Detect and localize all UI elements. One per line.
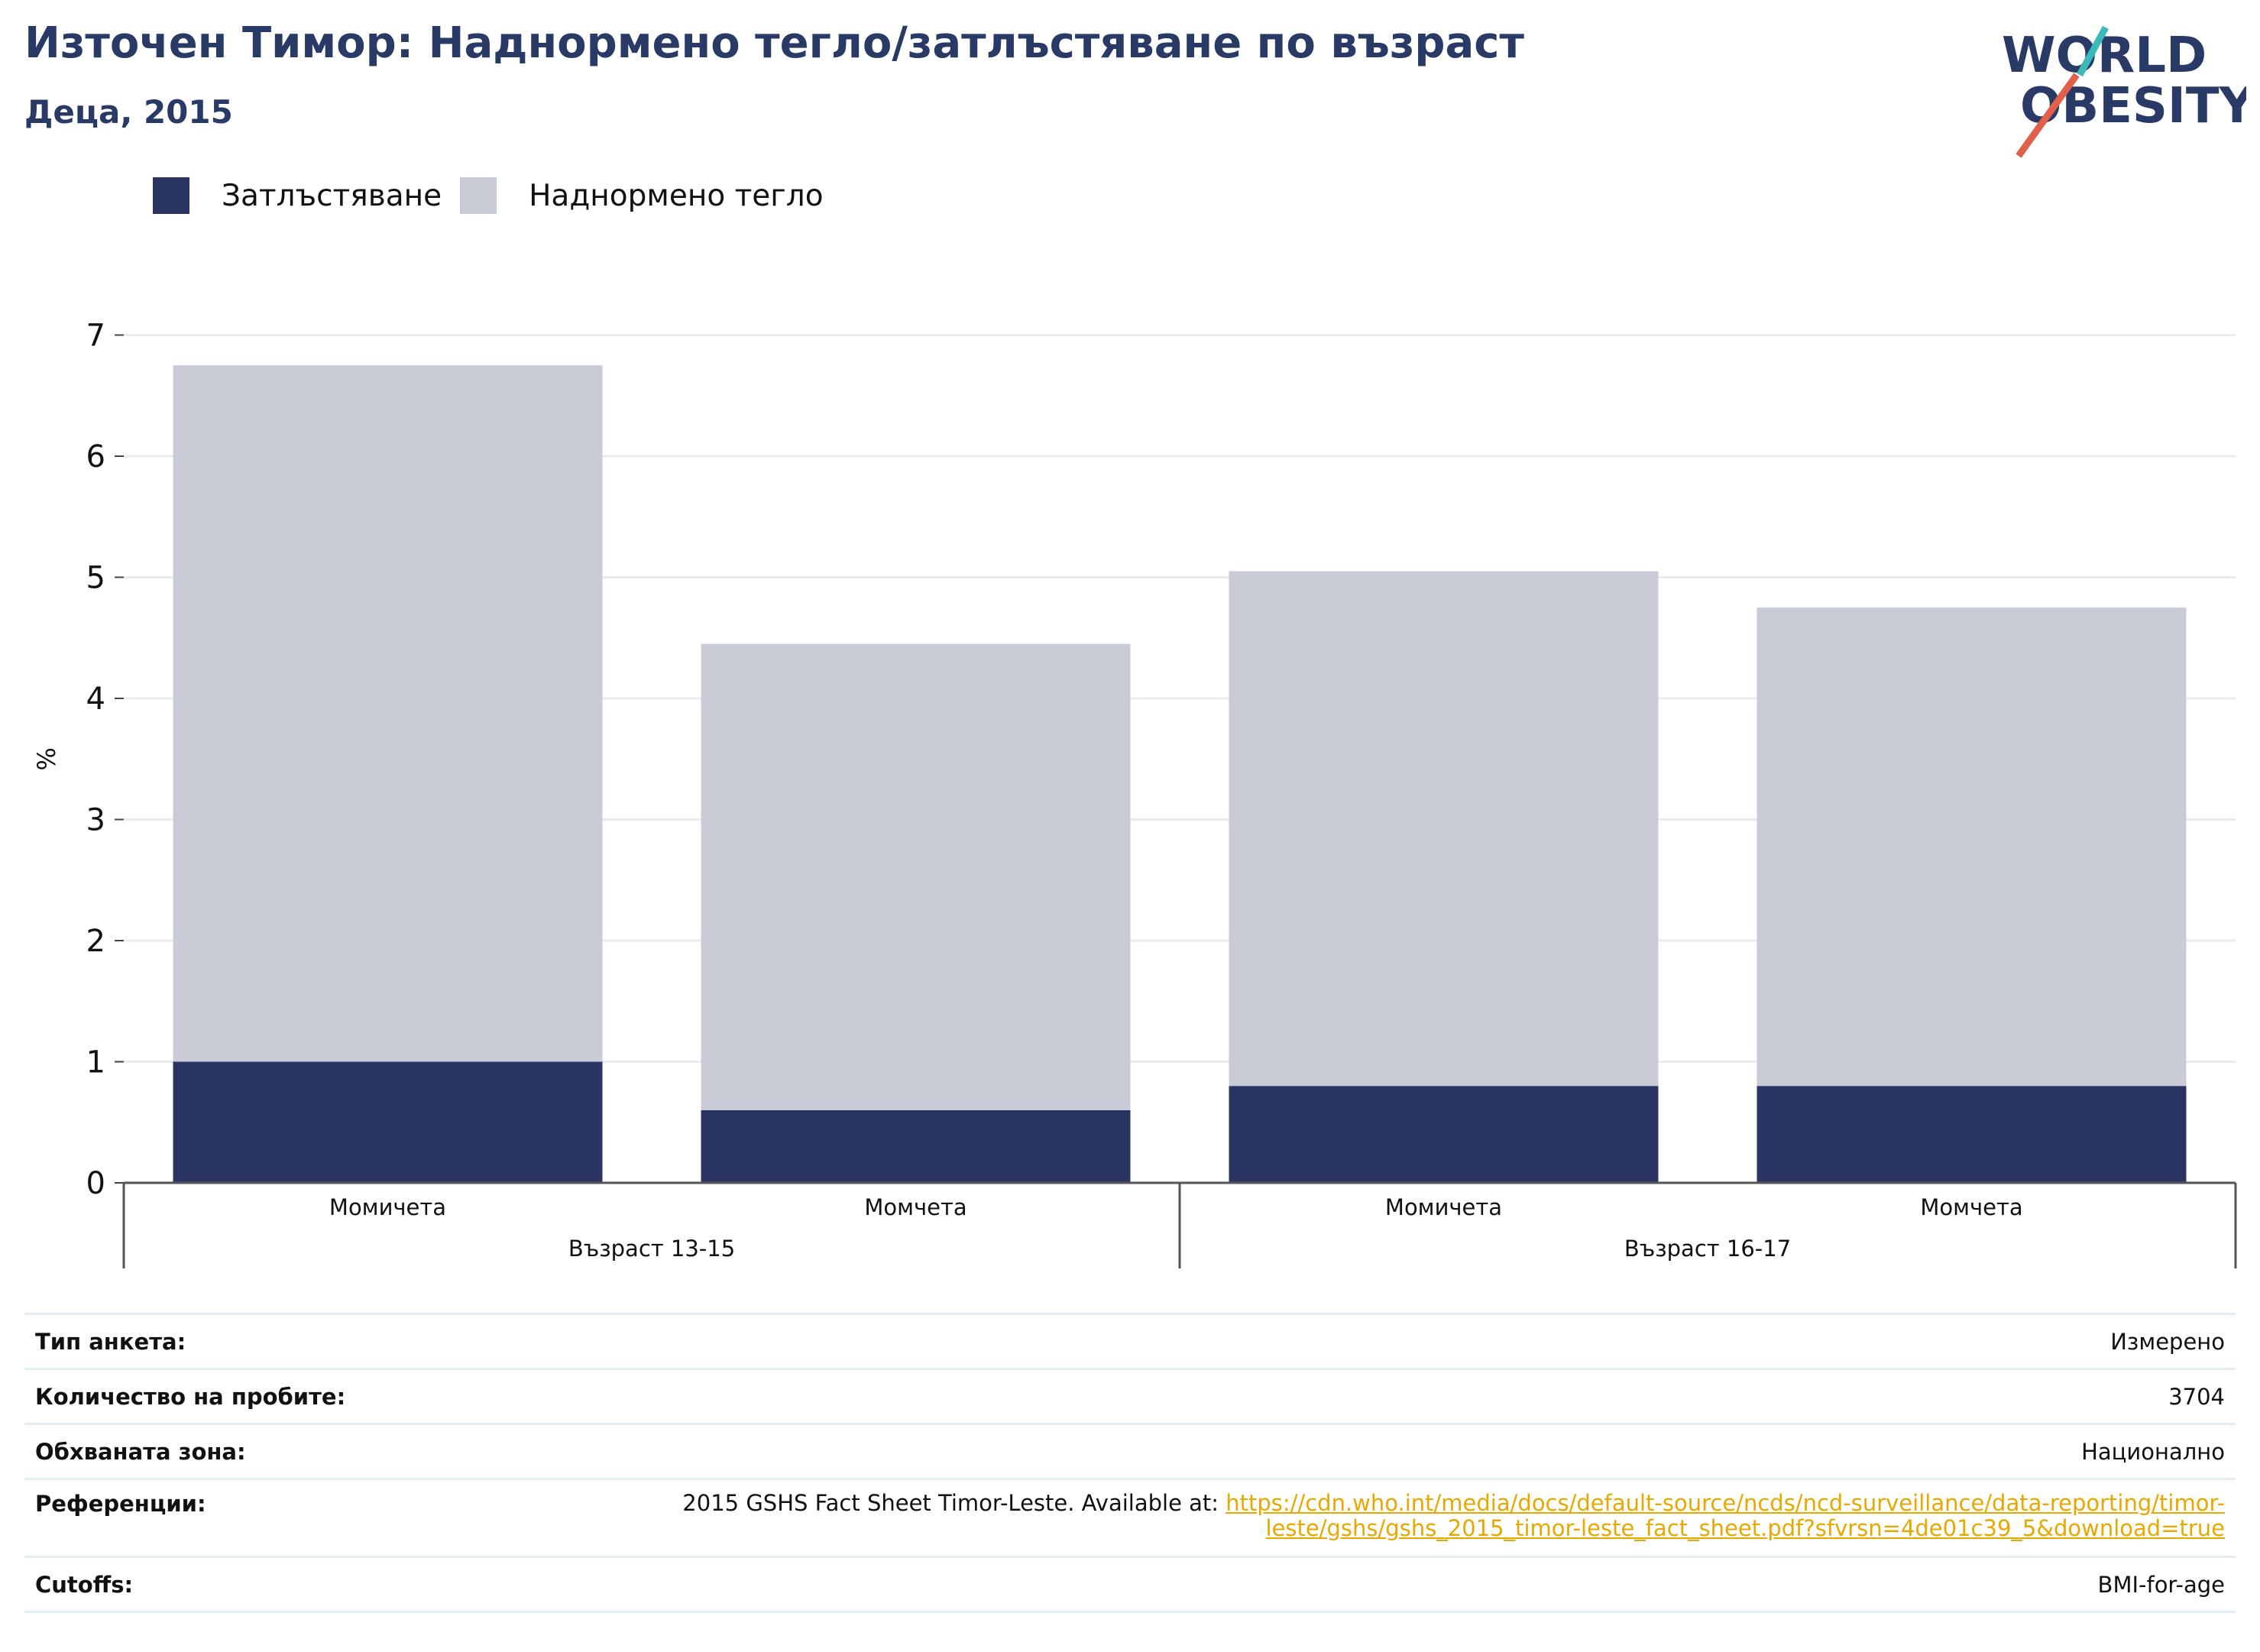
x-group-label: Възраст 13-15 <box>568 1236 735 1262</box>
legend-swatch-obesity <box>153 177 189 214</box>
sample-size-value: 3704 <box>2168 1383 2225 1410</box>
bar-obesity <box>1229 1086 1659 1183</box>
cutoffs-label: Cutoffs: <box>35 1571 134 1598</box>
x-category-label: Момичета <box>329 1194 446 1220</box>
bar-overweight <box>701 643 1131 1110</box>
references-text: 2015 GSHS Fact Sheet Timor-Leste. Availa… <box>682 1490 1226 1516</box>
legend: Затлъстяване Наднормено тегло <box>153 177 842 214</box>
bar-obesity <box>1757 1086 2187 1183</box>
survey-type-value: Измерено <box>2110 1328 2225 1355</box>
references-value: 2015 GSHS Fact Sheet Timor-Leste. Availa… <box>529 1491 2225 1541</box>
bar-obesity <box>173 1061 603 1183</box>
chart-title: Източен Тимор: Наднормено тегло/затлъстя… <box>24 18 1524 68</box>
metadata-table: Тип анкета: Измерено Количество на проби… <box>24 1313 2236 1613</box>
legend-item-overweight[interactable]: Наднормено тегло <box>460 177 824 214</box>
meta-row-cutoffs: Cutoffs: BMI-for-age <box>24 1558 2236 1613</box>
chart-subtitle: Деца, 2015 <box>24 93 233 131</box>
bar-overweight <box>1757 607 2187 1087</box>
area-value: Национално <box>2081 1438 2225 1465</box>
world-obesity-logo: WORLD OBESITY <box>2002 25 2246 158</box>
y-tick-label: 2 <box>86 924 105 959</box>
y-tick-label: 5 <box>86 561 105 596</box>
y-axis-label: % <box>32 747 61 770</box>
meta-row-references: Референции: 2015 GSHS Fact Sheet Timor-L… <box>24 1480 2236 1558</box>
meta-row-survey-type: Тип анкета: Измерено <box>24 1315 2236 1370</box>
x-group-label: Възраст 16-17 <box>1624 1236 1791 1262</box>
logo-slash-red <box>2016 73 2080 158</box>
logo-slash-teal <box>2077 25 2109 77</box>
meta-row-sample-size: Количество на пробите: 3704 <box>24 1370 2236 1425</box>
bar-chart: 0 1 2 3 4 5 6 7% Момичета Момчета Момичета Момчета В… <box>32 319 2237 1268</box>
x-category-label: Момичета <box>1385 1194 1502 1220</box>
y-tick-label: 4 <box>86 682 105 717</box>
y-tick-label: 6 <box>86 439 105 475</box>
legend-item-obesity[interactable]: Затлъстяване <box>153 177 442 214</box>
area-label: Обхваната зона: <box>35 1438 246 1465</box>
cutoffs-value: BMI-for-age <box>2097 1571 2225 1598</box>
survey-type-label: Тип анкета: <box>35 1328 186 1355</box>
legend-label-obesity: Затлъстяване <box>222 178 442 213</box>
y-tick-label: 1 <box>86 1045 105 1080</box>
y-tick-label: 3 <box>86 803 105 838</box>
y-tick-label: 0 <box>86 1166 105 1201</box>
meta-row-area: Обхваната зона: Национално <box>24 1425 2236 1480</box>
legend-label-overweight: Наднормено тегло <box>529 178 824 213</box>
references-link[interactable]: https://cdn.who.int/media/docs/default-s… <box>1226 1490 2225 1541</box>
sample-size-label: Количество на пробите: <box>35 1383 346 1410</box>
x-category-label: Момчета <box>1920 1194 2022 1220</box>
bar-obesity <box>701 1109 1131 1183</box>
bar-overweight <box>173 365 603 1062</box>
legend-swatch-overweight <box>460 177 497 214</box>
y-tick-label: 7 <box>86 319 105 354</box>
references-label: Референции: <box>35 1491 206 1517</box>
bar-overweight <box>1229 571 1659 1087</box>
x-category-label: Момчета <box>864 1194 966 1220</box>
